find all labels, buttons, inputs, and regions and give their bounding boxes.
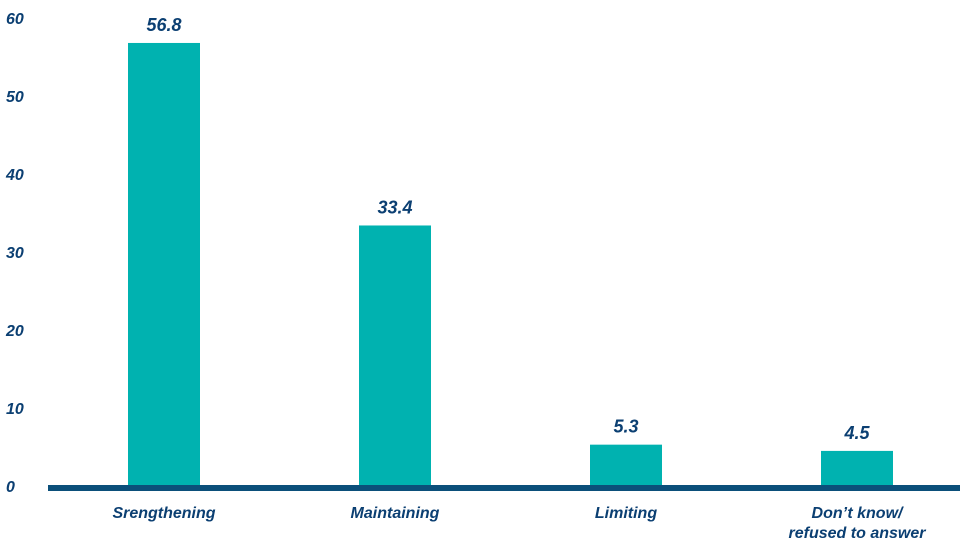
bars-group: [128, 42, 893, 487]
bar: [128, 42, 200, 487]
category-label-line: Limiting: [595, 505, 657, 522]
category-label-line: Srengthening: [112, 505, 215, 522]
bar-value-label: 33.4: [377, 197, 412, 217]
y-tick-label: 60: [6, 11, 24, 28]
y-tick-label: 20: [5, 323, 24, 340]
category-label: Maintaining: [351, 505, 440, 522]
bar: [590, 444, 662, 486]
y-tick-label: 0: [6, 479, 15, 496]
bar-value-label: 5.3: [613, 417, 638, 437]
bar: [821, 450, 893, 486]
bar-value-label: 56.8: [146, 15, 181, 35]
y-tick-label: 50: [6, 89, 24, 106]
bar-value-label: 4.5: [843, 423, 870, 443]
bar-value-labels: 56.8 33.4 5.3 4.5: [146, 15, 870, 443]
y-axis-ticks: 0 10 20 30 40 50 60: [5, 11, 24, 496]
category-label-line: refused to answer: [789, 525, 927, 542]
y-tick-label: 30: [6, 245, 24, 262]
category-label: Don’t know/refused to answer: [789, 505, 927, 542]
category-labels: Srengthening Maintaining Limiting Don’t kno…: [112, 505, 926, 542]
bar: [359, 225, 431, 487]
category-label: Limiting: [595, 505, 657, 522]
category-label: Srengthening: [112, 505, 215, 522]
y-tick-label: 40: [5, 167, 24, 184]
y-tick-label: 10: [6, 401, 24, 418]
category-label-line: Don’t know/: [812, 505, 905, 522]
category-label-line: Maintaining: [351, 505, 440, 522]
